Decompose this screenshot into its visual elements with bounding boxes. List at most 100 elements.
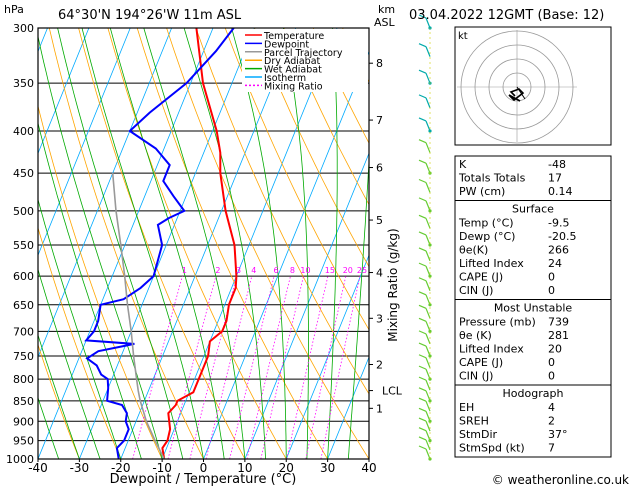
wind-barb-staff — [425, 265, 431, 277]
wind-barb-staff — [425, 250, 431, 262]
isotherm — [0, 28, 6, 459]
pressure-tick-label: 1000 — [6, 453, 34, 466]
wet-adiabat — [38, 333, 80, 459]
mixing-ratio-label: 25 — [357, 266, 367, 275]
pressure-tick-label: 800 — [13, 373, 34, 386]
wind-barb-staff — [425, 72, 431, 84]
wind-barb-flag — [418, 159, 427, 164]
wind-barb-dot — [428, 274, 432, 278]
indices-value: 17 — [548, 172, 562, 185]
mixing-ratio-line — [167, 275, 217, 459]
wet-adiabat — [38, 268, 101, 459]
indices-box — [454, 200, 612, 300]
hodograph-trace — [508, 88, 525, 102]
dry-adiabat — [38, 226, 122, 459]
wind-barb-flag — [418, 14, 427, 19]
location-title: 64°30'N 194°26'W 11m ASL — [58, 8, 242, 23]
wind-barb-dot — [428, 419, 432, 423]
wind-barb-staff — [425, 142, 431, 153]
wind-barb-staff — [425, 420, 431, 432]
mixing-ratio-label: 20 — [343, 266, 353, 275]
indices-label: PW (cm) — [459, 185, 505, 198]
mixing-ratio-line — [189, 276, 237, 459]
pressure-tick-label: 500 — [13, 205, 34, 218]
km-tick-label: 7 — [376, 114, 383, 127]
indices-value: 2 — [548, 415, 555, 428]
legend-label: Isotherm — [264, 73, 306, 84]
wet-adiabat — [38, 396, 60, 459]
wet-adiabat — [327, 28, 338, 459]
wind-barb-flag — [418, 417, 427, 422]
wind-barb-staff — [425, 345, 431, 357]
wet-adiabat — [347, 153, 369, 459]
isotherm — [203, 50, 369, 459]
indices-section-title: Hodograph — [503, 387, 564, 400]
series-temperature — [161, 28, 238, 459]
wind-barb-staff — [425, 400, 431, 412]
indices-label: Lifted Index — [459, 257, 524, 270]
isotherm — [38, 28, 90, 155]
wind-barb-flag — [418, 231, 427, 236]
km-tick-label: LCL — [382, 385, 403, 398]
km-label: km — [378, 3, 395, 16]
indices-value: 0 — [548, 271, 555, 284]
footer-credit: © weatheronline.co.uk — [492, 473, 629, 486]
indices-value: 37° — [548, 428, 568, 441]
wind-barb-staff — [425, 162, 431, 174]
wet-adiabat — [38, 198, 122, 459]
temp-tick-label: 20 — [279, 461, 294, 475]
wind-barb-flag — [418, 247, 427, 252]
mixing-ratio-label: 15 — [325, 266, 335, 275]
indices-value: -48 — [548, 158, 566, 171]
wind-barb-flag — [418, 397, 427, 402]
wet-adiabat — [231, 28, 287, 459]
indices-label: θe (K) — [459, 329, 492, 342]
isotherm — [285, 254, 369, 459]
pressure-tick-label: 400 — [13, 125, 34, 138]
temp-tick-label: 40 — [361, 461, 376, 475]
wind-barb-flag — [418, 342, 427, 347]
wind-barb-dot — [428, 329, 432, 333]
pressure-tick-label: 750 — [13, 350, 34, 363]
indices-label: Lifted Index — [459, 343, 524, 356]
mixing-ratio-line — [320, 276, 361, 459]
dry-adiabat — [254, 28, 369, 268]
wind-barb-flag — [418, 354, 427, 359]
pressure-tick-label: 550 — [13, 239, 34, 252]
wind-barb-flag — [418, 376, 427, 381]
isotherm — [161, 28, 338, 459]
hpa-label: hPa — [4, 3, 24, 16]
wind-barb-flag — [418, 445, 427, 450]
series-parcel-trajectory — [111, 173, 165, 459]
isotherm — [327, 356, 369, 459]
pressure-tick-label: 450 — [13, 167, 34, 180]
wind-barb-flag — [418, 197, 427, 202]
indices-value: 266 — [548, 244, 569, 257]
legend-label: Dry Adiabat — [264, 56, 321, 67]
indices-label: CAPE (J) — [459, 356, 503, 369]
temp-tick-label: -40 — [28, 461, 48, 475]
wind-barb-staff — [425, 46, 431, 57]
wind-barb-staff — [425, 430, 431, 441]
pressure-tick-label: 850 — [13, 395, 34, 408]
wind-barb-flag — [418, 304, 427, 309]
wind-barb-dot — [428, 354, 432, 358]
dry-adiabat — [48, 28, 204, 459]
mixing-ratio-label: 8 — [290, 266, 295, 275]
wind-barb-flag — [418, 277, 427, 282]
temp-tick-label: 30 — [320, 461, 335, 475]
wind-barb-staff — [425, 280, 431, 291]
wind-barb-dot — [428, 399, 432, 403]
indices-label: SREH — [459, 415, 489, 428]
hodograph-frame — [454, 26, 612, 146]
indices-label: EH — [459, 401, 474, 414]
wind-barb-flag — [418, 317, 427, 322]
dry-adiabat — [283, 28, 369, 206]
indices-value: 0.14 — [548, 185, 573, 198]
dry-adiabat — [78, 28, 246, 459]
asl-label: ASL — [374, 16, 396, 29]
wind-barb-staff — [425, 234, 431, 246]
km-tick-label: 3 — [376, 312, 383, 325]
wind-barb-flag — [418, 387, 427, 392]
indices-label: K — [459, 158, 467, 171]
